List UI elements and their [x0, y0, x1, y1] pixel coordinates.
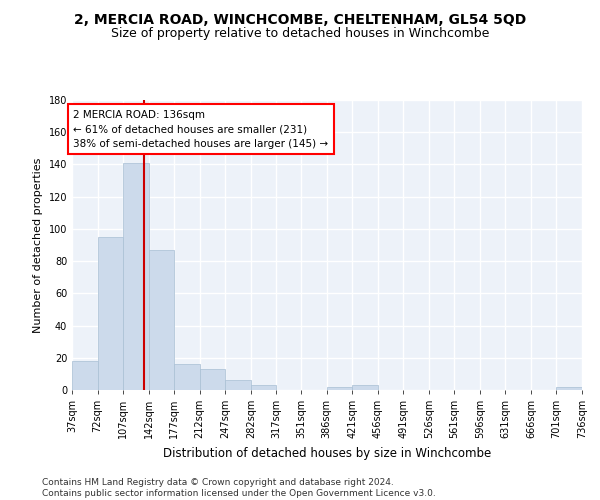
Bar — [200, 369, 225, 390]
Text: 2 MERCIA ROAD: 136sqm
← 61% of detached houses are smaller (231)
38% of semi-det: 2 MERCIA ROAD: 136sqm ← 61% of detached … — [73, 110, 329, 150]
X-axis label: Distribution of detached houses by size in Winchcombe: Distribution of detached houses by size … — [163, 446, 491, 460]
Text: Size of property relative to detached houses in Winchcombe: Size of property relative to detached ho… — [111, 28, 489, 40]
Bar — [98, 237, 123, 390]
Bar — [149, 250, 174, 390]
Bar — [225, 380, 251, 390]
Bar — [251, 385, 276, 390]
Bar — [556, 387, 582, 390]
Bar — [72, 361, 98, 390]
Text: Contains HM Land Registry data © Crown copyright and database right 2024.
Contai: Contains HM Land Registry data © Crown c… — [42, 478, 436, 498]
Y-axis label: Number of detached properties: Number of detached properties — [33, 158, 43, 332]
Text: 2, MERCIA ROAD, WINCHCOMBE, CHELTENHAM, GL54 5QD: 2, MERCIA ROAD, WINCHCOMBE, CHELTENHAM, … — [74, 12, 526, 26]
Bar — [326, 387, 352, 390]
Bar — [174, 364, 200, 390]
Bar — [123, 163, 149, 390]
Bar — [352, 385, 378, 390]
